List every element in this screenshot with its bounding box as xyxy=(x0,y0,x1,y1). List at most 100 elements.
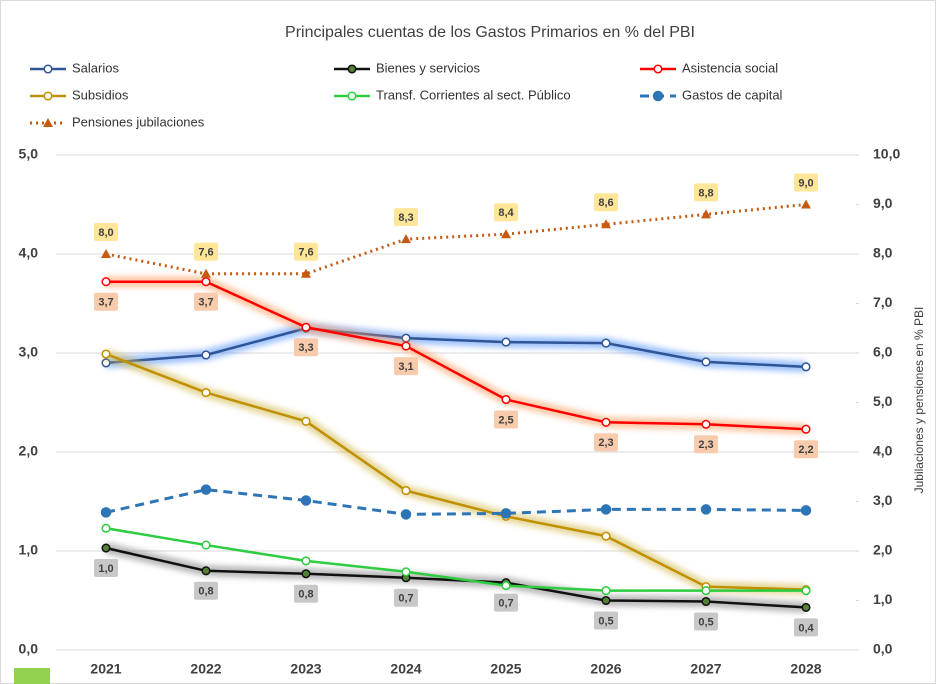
data-point xyxy=(500,508,512,519)
data-label-box xyxy=(94,223,118,241)
cell-marker xyxy=(14,668,50,684)
data-label: 0,8 xyxy=(298,589,313,601)
series-line xyxy=(105,546,807,609)
data-point xyxy=(301,569,311,579)
data-label: 3,7 xyxy=(198,297,213,309)
data-label-box xyxy=(94,559,118,578)
data-label-box xyxy=(294,584,318,603)
data-label: 8,8 xyxy=(698,187,713,199)
y2-tick-label: 9,0 xyxy=(873,195,893,211)
y2-tick-label: 6,0 xyxy=(873,344,893,360)
data-point xyxy=(101,249,111,258)
y2-axis-title: Jubilaciones y pensiones en % PBI xyxy=(912,307,926,494)
x-tick-label: 2023 xyxy=(290,661,321,677)
data-point xyxy=(701,586,711,596)
data-label: 2,2 xyxy=(798,444,813,456)
y2-tick-label: 8,0 xyxy=(873,245,893,261)
data-point xyxy=(100,507,112,518)
legend-label: Transf. Corrientes al sect. Público xyxy=(376,87,571,102)
data-label: 3,7 xyxy=(98,297,113,309)
data-point xyxy=(401,341,411,351)
data-label: 8,6 xyxy=(598,197,613,209)
data-label-box xyxy=(594,611,618,630)
data-label: 2,5 xyxy=(498,414,513,426)
y-tick-label: 3,0 xyxy=(19,344,39,360)
data-point xyxy=(301,416,311,426)
data-point xyxy=(301,268,311,278)
y2-tick-label: 1,0 xyxy=(873,591,893,607)
data-point xyxy=(700,504,712,515)
data-point xyxy=(601,595,611,606)
data-label-box xyxy=(394,208,418,227)
data-label: 2,3 xyxy=(598,437,613,449)
data-label: 3,3 xyxy=(298,342,313,354)
data-point xyxy=(601,417,611,427)
y2-tick-label: 10,0 xyxy=(873,146,900,162)
data-label: 8,3 xyxy=(398,212,413,224)
x-tick-label: 2022 xyxy=(190,661,221,677)
data-label: 2,3 xyxy=(698,439,713,451)
data-label-box xyxy=(194,242,218,261)
y2-tick-label: 2,0 xyxy=(873,542,893,558)
data-point xyxy=(601,219,611,229)
data-point xyxy=(601,586,611,596)
data-point xyxy=(300,495,312,506)
data-label: 0,8 xyxy=(198,586,213,598)
data-label-box xyxy=(694,435,718,454)
data-point xyxy=(201,277,211,287)
chart-title: Principales cuentas de los Gastos Primar… xyxy=(285,24,695,41)
data-point xyxy=(101,543,111,553)
x-tick-label: 2026 xyxy=(590,661,621,677)
series-line xyxy=(106,280,807,431)
data-point xyxy=(701,357,711,367)
data-label: 9,0 xyxy=(798,177,813,189)
data-point xyxy=(201,566,211,576)
x-tick-label: 2024 xyxy=(390,661,421,677)
data-point xyxy=(801,199,811,209)
data-point xyxy=(801,424,811,434)
data-label: 8,0 xyxy=(98,227,113,239)
y2-tick-label: 3,0 xyxy=(873,492,893,508)
data-point xyxy=(801,602,811,612)
y2-tick-label: 5,0 xyxy=(873,393,893,409)
y2-tick-label: 0,0 xyxy=(873,641,893,657)
data-point xyxy=(701,419,711,429)
data-label: 0,7 xyxy=(398,593,413,605)
data-point xyxy=(701,209,711,219)
y-tick-label: 5,0 xyxy=(19,146,39,162)
data-label-box xyxy=(294,338,318,357)
x-tick-label: 2025 xyxy=(490,661,521,677)
data-label-box xyxy=(594,433,618,452)
data-point xyxy=(801,586,811,596)
data-point xyxy=(101,349,111,359)
data-label-box xyxy=(494,203,518,222)
data-label: 7,6 xyxy=(298,247,313,259)
legend-label: Bienes y servicios xyxy=(376,60,481,75)
x-tick-label: 2021 xyxy=(90,661,121,677)
legend-marker xyxy=(347,91,357,101)
data-point xyxy=(501,581,511,591)
data-label-box xyxy=(394,588,418,607)
data-label-box xyxy=(194,581,218,600)
legend-marker xyxy=(653,64,663,74)
series-line xyxy=(105,352,807,591)
data-point xyxy=(501,337,511,347)
data-label: 0,5 xyxy=(698,616,713,628)
data-point xyxy=(200,484,212,495)
legend-marker xyxy=(652,90,664,102)
legend-label: Subsidios xyxy=(72,87,129,102)
data-label: 8,4 xyxy=(498,207,514,219)
data-point xyxy=(301,556,311,566)
y-tick-label: 2,0 xyxy=(19,443,39,459)
series-line xyxy=(105,327,807,369)
data-point xyxy=(801,362,811,372)
data-label-box xyxy=(694,183,718,202)
data-label: 0,5 xyxy=(598,615,613,627)
data-label-box xyxy=(294,242,318,261)
legend-marker xyxy=(43,118,53,127)
data-label: 3,1 xyxy=(398,361,413,373)
x-tick-label: 2027 xyxy=(690,661,721,677)
y-tick-label: 1,0 xyxy=(19,542,39,558)
data-label-box xyxy=(194,292,218,311)
